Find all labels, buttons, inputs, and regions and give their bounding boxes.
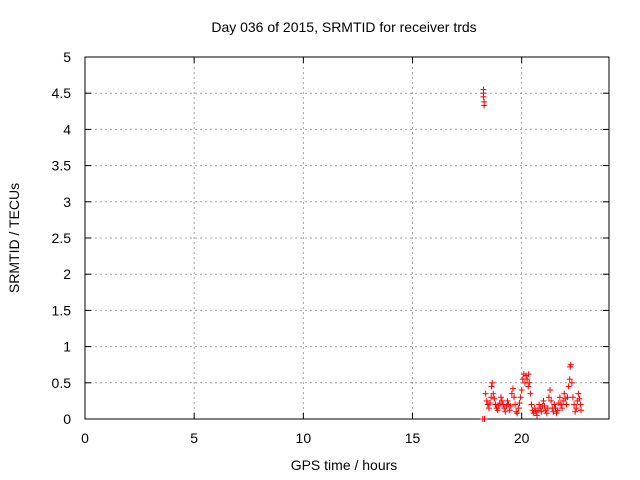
- data-point: [480, 93, 487, 100]
- data-point: [556, 394, 563, 401]
- y-tick-label: 4.5: [52, 85, 72, 101]
- data-point: [538, 408, 545, 415]
- data-point: [575, 390, 582, 397]
- data-point: [568, 379, 575, 386]
- data-point: [536, 401, 543, 408]
- data-point: [567, 361, 574, 368]
- y-tick-label: 0: [63, 411, 71, 427]
- data-point: [506, 407, 513, 414]
- data-point: [487, 400, 494, 407]
- data-point: [511, 394, 518, 401]
- data-point: [540, 397, 547, 404]
- data-point: [547, 387, 554, 394]
- x-tick-label: 15: [405, 430, 421, 446]
- data-point: [571, 401, 578, 408]
- data-point: [524, 376, 531, 383]
- y-tick-label: 5: [63, 49, 71, 65]
- data-point: [490, 390, 497, 397]
- data-point: [531, 405, 538, 412]
- data-point: [565, 383, 572, 390]
- data-point: [559, 405, 566, 412]
- data-point: [488, 383, 495, 390]
- y-tick-label: 0.5: [52, 375, 72, 391]
- data-point: [525, 383, 532, 390]
- data-point: [561, 390, 568, 397]
- data-point: [572, 408, 579, 415]
- data-point: [578, 407, 585, 414]
- y-tick-label: 3: [63, 194, 71, 210]
- data-point: [483, 397, 490, 404]
- x-tick-label: 0: [81, 430, 89, 446]
- axis-ticks: 0 5 10 15 20 0 0.5 1 1.5 2 2.5 3 3.5 4 4.5 5: [52, 49, 609, 446]
- y-tick-label: 4: [63, 121, 71, 137]
- data-point: [528, 401, 535, 408]
- data-point: [525, 371, 532, 378]
- data-point: [557, 401, 564, 408]
- data-point: [491, 395, 498, 402]
- y-tick-label: 2: [63, 266, 71, 282]
- data-point: [526, 379, 533, 386]
- data-point: [523, 372, 530, 379]
- data-point: [488, 394, 495, 401]
- data-point: [541, 402, 548, 409]
- grid-lines: [85, 57, 609, 419]
- data-point: [573, 405, 580, 412]
- data-point: [481, 102, 488, 109]
- data-point: [563, 401, 570, 408]
- y-tick-label: 1.5: [52, 302, 72, 318]
- data-point: [554, 407, 561, 414]
- data-point: [577, 401, 584, 408]
- data-point: [569, 394, 576, 401]
- data-point: [518, 387, 525, 394]
- data-point: [543, 410, 550, 417]
- chart-title: Day 036 of 2015, SRMTID for receiver trd…: [211, 19, 476, 35]
- data-point: [553, 410, 560, 417]
- data-point: [576, 395, 583, 402]
- x-tick-label: 10: [296, 430, 312, 446]
- data-point: [514, 410, 521, 417]
- data-point: [482, 390, 489, 397]
- data-point: [507, 402, 514, 409]
- data-point: [497, 394, 504, 401]
- data-point: [513, 408, 520, 415]
- data-point: [508, 390, 515, 397]
- data-point: [516, 400, 523, 407]
- data-point: [551, 401, 558, 408]
- data-point: [481, 416, 488, 422]
- data-point: [500, 401, 507, 408]
- data-point: [489, 379, 496, 386]
- data-point: [550, 408, 557, 415]
- data-point: [492, 401, 499, 408]
- data-point: [517, 394, 524, 401]
- data-point: [504, 397, 511, 404]
- data-point: [512, 401, 519, 408]
- data-point: [533, 412, 540, 419]
- data-point: [485, 405, 492, 412]
- data-point: [499, 397, 506, 404]
- y-axis-label: SRMTID / TECUs: [6, 183, 22, 293]
- data-point: [494, 407, 501, 414]
- y-tick-label: 1: [63, 339, 71, 355]
- data-point: [515, 405, 522, 412]
- y-tick-label: 2.5: [52, 230, 72, 246]
- x-tick-label: 5: [190, 430, 198, 446]
- data-point: [495, 402, 502, 409]
- data-point: [545, 394, 552, 401]
- data-point: [564, 394, 571, 401]
- data-point: [502, 408, 509, 415]
- x-tick-label: 20: [514, 430, 530, 446]
- y-tick-label: 3.5: [52, 158, 72, 174]
- data-point: [509, 385, 516, 392]
- data-points: [479, 86, 585, 422]
- x-axis-label: GPS time / hours: [291, 457, 398, 473]
- data-point: [527, 390, 534, 397]
- data-point: [548, 397, 555, 404]
- data-point: [566, 376, 573, 383]
